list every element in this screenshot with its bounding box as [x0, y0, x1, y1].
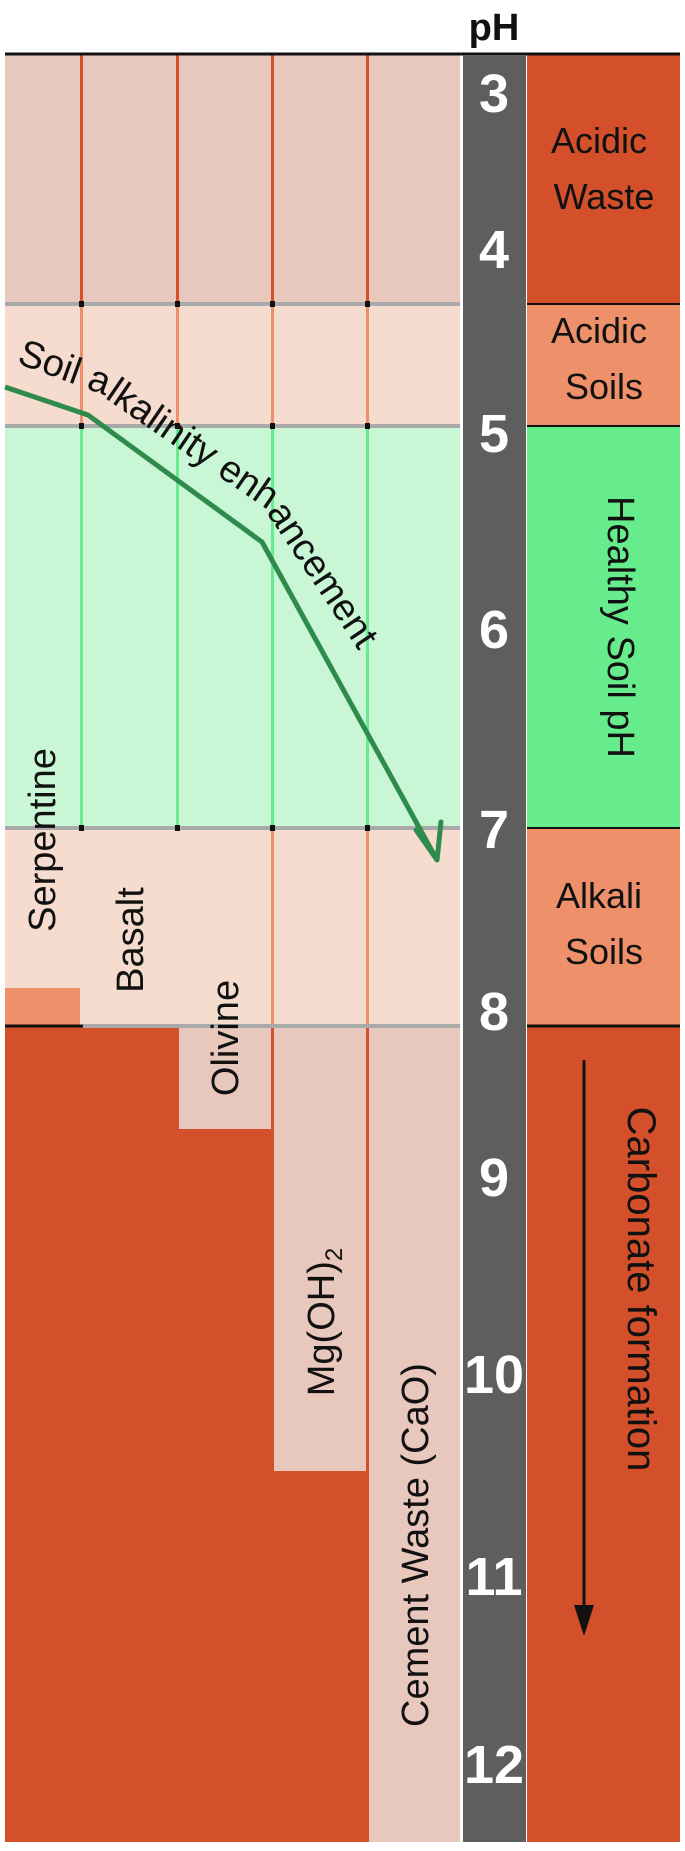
band-acidic-waste-pale [5, 55, 460, 304]
alkali-soils-line1: Alkali [556, 875, 642, 916]
serpentine-strip [5, 828, 80, 988]
zone-column [527, 55, 680, 1842]
node [270, 423, 275, 429]
ph-tick-5: 5 [479, 404, 509, 464]
zone-label-alkali-soils: Alkali Soils [556, 875, 652, 972]
alkali-soils-line2: Soils [565, 931, 643, 972]
node [79, 825, 84, 831]
mgoh2-main: Mg(OH) [301, 1261, 343, 1396]
node [365, 301, 370, 307]
node [79, 423, 84, 429]
zone-alkali-soils [527, 828, 680, 1026]
material-dividers [80, 55, 369, 1026]
ph-tick-10: 10 [464, 1345, 524, 1405]
ph-tick-11: 11 [465, 1547, 522, 1607]
ph-tick-7: 7 [479, 800, 509, 860]
zone-carbonate [527, 1026, 680, 1842]
ph-tick-3: 3 [479, 64, 509, 124]
enhancement-arrow-line [4, 384, 440, 862]
material-label-mgoh2: Mg(OH)2 [301, 1248, 348, 1396]
acidic-waste-line2: Waste [554, 176, 655, 217]
acidic-soils-line2: Soils [565, 366, 643, 407]
node [270, 825, 275, 831]
enhancement-arrow-head [413, 819, 444, 863]
carbonate-arrow [574, 1060, 594, 1636]
material-label-olivine: Olivine [205, 980, 247, 1096]
zone-label-carbonate: Carbonate formation [619, 1107, 663, 1472]
zone-labels: Acidic Waste Acidic Soils Healthy Soil p… [551, 120, 663, 1471]
cement-strip [369, 1026, 460, 1842]
ph-tick-9: 9 [479, 1148, 509, 1208]
node [365, 423, 370, 429]
node [175, 423, 180, 429]
zone-healthy [527, 426, 680, 828]
mgoh2-subscript: 2 [321, 1248, 348, 1261]
enhancement-arrow [4, 384, 444, 863]
material-strips [5, 828, 460, 1842]
acidic-soils-line1: Acidic [551, 310, 647, 351]
zone-label-acidic-waste: Acidic Waste [551, 120, 657, 217]
serpentine-strip-end [5, 988, 80, 1026]
band-alkali-pale [5, 828, 460, 1026]
ph-tick-labels: 3 4 5 6 7 8 9 10 11 12 [464, 64, 524, 1795]
ph-tick-8: 8 [479, 982, 509, 1042]
zone-label-acidic-soils: Acidic Soils [551, 310, 657, 407]
node [79, 301, 84, 307]
mgoh2-strip [274, 1026, 366, 1471]
zone-label-healthy: Healthy Soil pH [599, 496, 641, 758]
olivine-strip [179, 1026, 271, 1129]
grid-nodes [79, 301, 370, 831]
acidic-waste-line1: Acidic [551, 120, 647, 161]
ph-tick-6: 6 [479, 600, 509, 660]
ph-tick-12: 12 [464, 1735, 524, 1795]
material-label-cement: Cement Waste (CaO) [395, 1363, 437, 1727]
node [270, 301, 275, 307]
node [175, 825, 180, 831]
ph-tick-4: 4 [479, 220, 509, 280]
ph-axis-title: pH [469, 7, 520, 49]
node [175, 301, 180, 307]
zone-acidic-soils [527, 304, 680, 426]
carbonate-arrow-head [574, 1605, 594, 1636]
ph-bar [463, 55, 526, 1842]
basalt-strip [83, 828, 176, 1026]
node [365, 825, 370, 831]
material-label-serpentine: Serpentine [22, 748, 64, 932]
zone-acidic-waste [527, 55, 680, 304]
material-label-basalt: Basalt [110, 887, 152, 993]
material-labels: Serpentine Basalt Olivine Mg(OH)2 Cement… [22, 748, 437, 1727]
